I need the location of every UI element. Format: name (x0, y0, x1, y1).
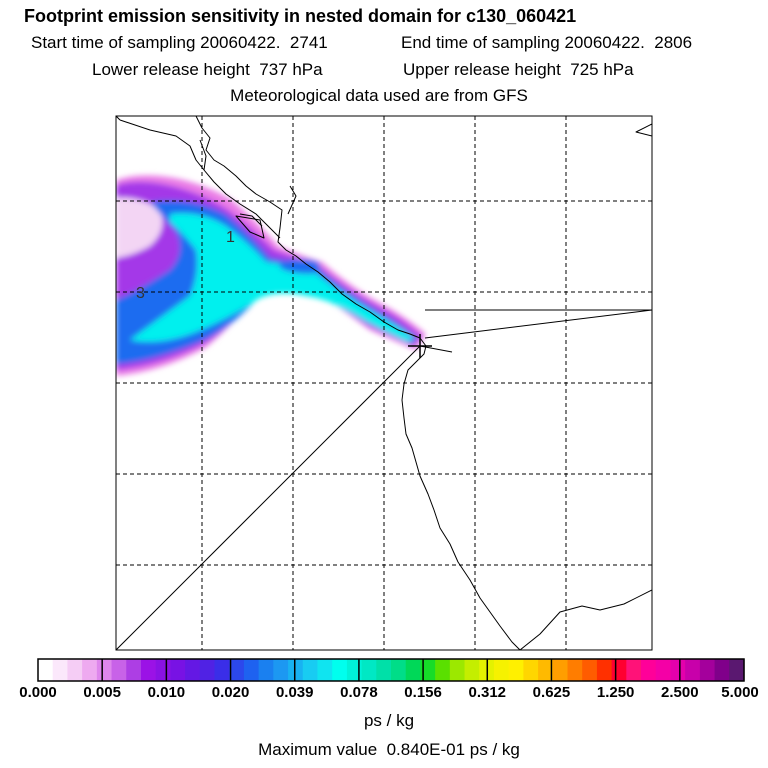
colorbar-tick-label: 0.078 (340, 684, 378, 701)
colorbar-cell (655, 659, 672, 681)
colorbar-cell (332, 659, 348, 681)
colorbar-tick-label: 2.500 (661, 684, 699, 701)
colorbar-cell (126, 659, 142, 681)
upper-release-height-label: Upper release height 725 hPa (403, 60, 634, 79)
plus-marker (408, 334, 432, 358)
colorbar-cell (523, 659, 539, 681)
colorbar-tick-label: 0.010 (147, 684, 186, 701)
colorbar-cell (464, 659, 480, 681)
colorbar-cell (52, 659, 69, 681)
colorbar-cell (214, 659, 230, 681)
colorbar-tick-label: 0.039 (275, 684, 314, 701)
colorbar-cell (317, 659, 333, 681)
lower-release-height-label: Lower release height 737 hPa (92, 60, 323, 79)
sensitivity-plume (116, 175, 426, 376)
colorbar-tick-label: 0.312 (468, 684, 507, 701)
met-data-label: Meteorological data used are from GFS (230, 86, 528, 105)
colorbar-cell (140, 659, 157, 681)
colorbar-cell (38, 659, 54, 681)
colorbar-cell (96, 659, 113, 681)
map-frame (115, 115, 653, 651)
colorbar-cell (626, 659, 642, 681)
coastline (116, 116, 652, 650)
colorbar-cell (405, 659, 422, 681)
contour-labels: 1 3 (136, 229, 235, 302)
maximum-value-label: Maximum value 0.840E-01 ps / kg (258, 740, 520, 759)
colorbar-cell (714, 659, 730, 681)
colorbar-tick-label: 0.020 (211, 684, 250, 701)
colorbar-cell (420, 659, 436, 681)
colorbar-cell (670, 659, 686, 681)
colorbar-cell (376, 659, 392, 681)
colorbar-cell (229, 659, 245, 681)
colorbar-cell (493, 659, 510, 681)
colorbar-cell (685, 659, 701, 681)
colorbar-cell (67, 659, 83, 681)
start-time-label: Start time of sampling 20060422. 2741 (31, 33, 328, 52)
colorbar-cell (170, 659, 186, 681)
colorbar-cell (435, 659, 451, 681)
colorbar-cell (552, 659, 569, 681)
colorbar-cell (508, 659, 524, 681)
colorbar-cell (391, 659, 407, 681)
colorbar-tick-label: 0.000 (19, 684, 57, 701)
colorbar-tick-label: 0.625 (532, 684, 571, 701)
colorbar-cell (641, 659, 657, 681)
colorbar-cell (155, 659, 171, 681)
colorbar-tick-label: 5.000 (721, 684, 759, 701)
colorbar-cell (243, 659, 260, 681)
colorbar-tick-label: 0.005 (83, 684, 121, 701)
colorbar-cell (288, 659, 304, 681)
svg-text:3: 3 (136, 285, 145, 302)
colorbar-cell (273, 659, 289, 681)
colorbar-cell (567, 659, 583, 681)
colorbar-cell (185, 659, 201, 681)
colorbar-cell (699, 659, 716, 681)
colorbar-cell (199, 659, 216, 681)
colorbar-cell (449, 659, 466, 681)
colorbar-cell (361, 659, 377, 681)
colorbar-cell (258, 659, 274, 681)
plot-title: Footprint emission sensitivity in nested… (24, 6, 577, 26)
colorbar-cell (582, 659, 598, 681)
svg-text:1: 1 (226, 229, 235, 246)
colorbar-cell (346, 659, 363, 681)
colorbar-cell (111, 659, 127, 681)
end-time-label: End time of sampling 20060422. 2806 (401, 33, 693, 52)
colorbar-cell (302, 659, 319, 681)
colorbar-cell (596, 659, 613, 681)
colorbar-cell (538, 659, 554, 681)
colorbar-tick-label: 0.156 (404, 684, 442, 701)
colorbar-cell (82, 659, 98, 681)
colorbar-cell (611, 659, 627, 681)
colorbar-tick-label: 1.250 (596, 684, 635, 701)
colorbar-cell (729, 659, 745, 681)
lat-lon-grid (116, 116, 652, 650)
colorbar-unit: ps / kg (363, 711, 415, 730)
